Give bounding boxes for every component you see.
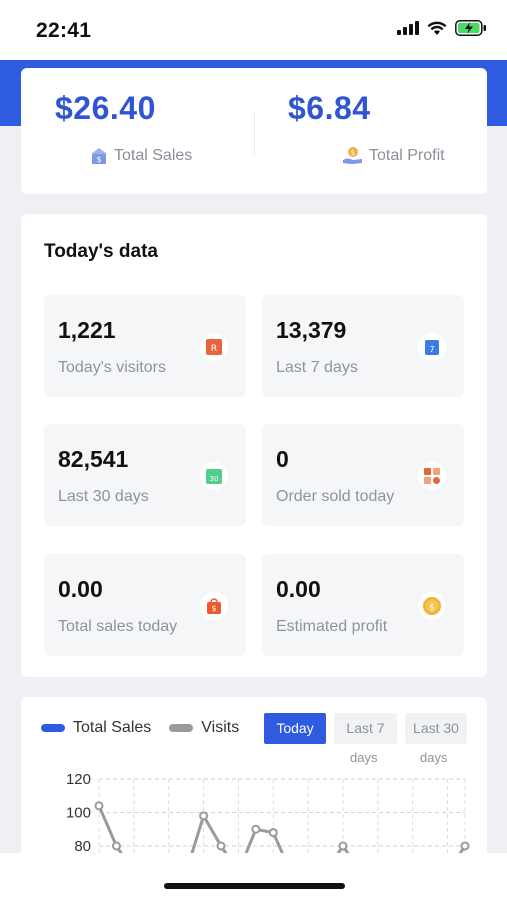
stat-total-sales-today[interactable]: 0.00 Total sales today $ [44,554,246,656]
visits-line-segment [242,828,258,857]
range-last-7-button[interactable]: Last 7 [334,713,397,744]
stat-value: 0.00 [276,576,321,602]
stat-label: Last 7 days [276,359,358,376]
summary-divider [254,112,255,156]
visits-line-segment [97,805,118,847]
stat-value: 0 [276,446,289,472]
range-last-30-button[interactable]: Last 30 [405,713,467,744]
svg-text:30: 30 [210,475,219,483]
bottom-bar [0,853,507,900]
total-profit-value: $6.84 [288,90,371,126]
status-icons [397,20,487,36]
stat-value: 1,221 [58,317,116,343]
total-profit-label: Total Profit [369,147,445,164]
stat-value: 82,541 [58,446,129,472]
total-profit-block[interactable]: $6.84 $ Total Profit [254,68,487,194]
visits-line-segment [189,815,206,857]
stat-estimated-profit[interactable]: 0.00 Estimated profit $ [262,554,464,656]
chart-legend: Total Sales Visits [41,719,249,737]
legend-swatch-total-sales [41,724,65,732]
visits-point [199,811,209,821]
calendar-30-icon: 30 [200,462,228,490]
visits-point [268,828,278,838]
stat-last-30-days[interactable]: 82,541 Last 30 days 30 [44,424,246,526]
visits-line-segment [271,831,286,857]
store-dollar-icon: $ [91,148,107,164]
todays-data-card: Today's data 1,221 Today's visitors R 13… [21,214,487,677]
shopping-bag-icon: $ [200,592,228,620]
stat-label: Total sales today [58,618,178,635]
visits-point [94,801,104,811]
svg-text:R: R [211,344,217,354]
svg-text:7: 7 [429,345,434,354]
y-tick-label: 80 [74,838,91,855]
visits-line-segment [219,845,231,857]
stat-label: Last 30 days [58,488,149,505]
visits-line-segment [333,845,345,857]
legend-label-visits[interactable]: Visits [201,719,240,736]
y-tick-label: 100 [66,805,91,822]
visits-point [338,841,348,851]
todays-data-title: Today's data [44,241,158,262]
orders-grid-icon [418,462,446,490]
range-last-30-sub: days [420,750,448,765]
visits-line-segment [455,845,467,857]
visits-line-segment [115,845,126,857]
visits-point [460,841,470,851]
legend-label-total-sales[interactable]: Total Sales [73,719,152,736]
svg-text:$: $ [429,603,435,613]
svg-text:$: $ [351,149,355,157]
total-sales-value: $26.40 [55,90,156,126]
stat-orders-sold-today[interactable]: 0 Order sold today [262,424,464,526]
stat-label: Today's visitors [58,359,166,376]
battery-charging-icon [455,20,486,36]
stat-last-7-days[interactable]: 13,379 Last 7 days 7 [262,295,464,397]
status-time: 22:41 [36,19,92,42]
y-tick-label: 120 [66,771,91,788]
home-indicator [164,883,345,889]
visits-line-chart: 120 100 80 [66,771,470,857]
coin-icon: $ [418,592,446,620]
stat-label: Order sold today [276,488,395,505]
range-last-7-sub: days [350,750,378,765]
stat-label: Estimated profit [276,618,388,635]
legend-swatch-visits [169,724,194,732]
stat-value: 13,379 [276,317,347,343]
total-profit-label-row: $ Total Profit [342,146,445,166]
visits-point [111,841,121,851]
visits-point [251,824,261,834]
summary-card: $26.40 $ Total Sales $6.84 $ Total Profi… [21,68,487,194]
visits-line-segment [202,815,223,847]
stat-value: 0.00 [58,576,103,602]
visitors-icon: R [200,333,228,361]
visits-line-segment [341,845,353,857]
wifi-icon [427,21,447,35]
total-sales-block[interactable]: $26.40 $ Total Sales [21,68,254,194]
status-bar: 22:41 [0,0,507,60]
stat-todays-visitors[interactable]: 1,221 Today's visitors R [44,295,246,397]
svg-text:$: $ [211,604,216,613]
calendar-7-icon: 7 [418,333,446,361]
visits-point [216,841,226,851]
cellular-signal-icon [397,21,419,35]
svg-text:$: $ [96,155,101,164]
hand-coin-icon: $ [343,147,362,164]
total-sales-label-row: $ Total Sales [89,146,192,166]
total-sales-label: Total Sales [114,147,193,164]
range-today-button[interactable]: Today [264,713,326,744]
